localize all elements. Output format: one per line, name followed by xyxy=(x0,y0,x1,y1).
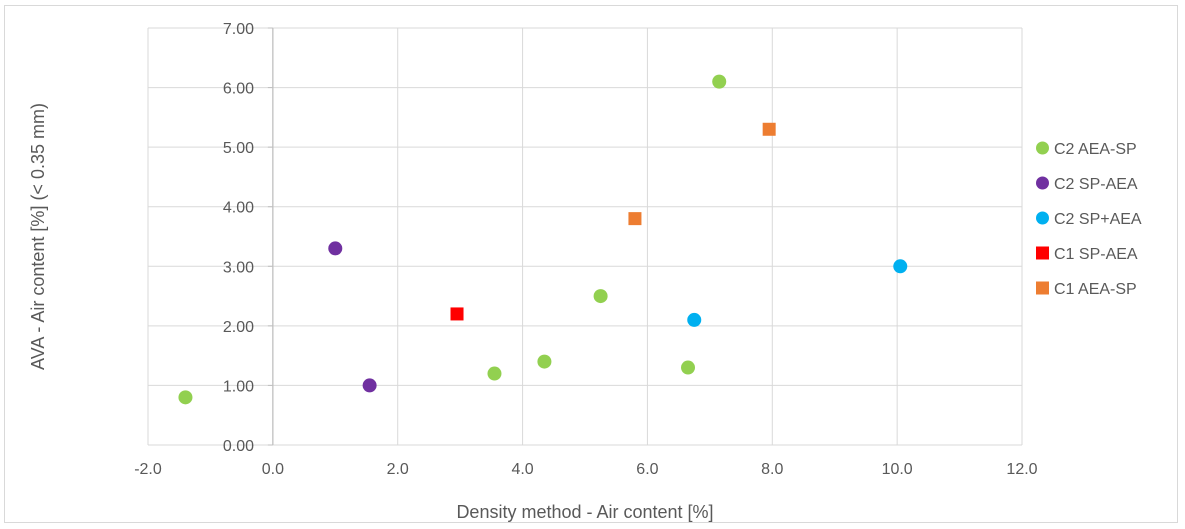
legend-label: C2 SP-AEA xyxy=(1054,176,1138,193)
data-point-square xyxy=(628,212,642,226)
data-point-circle xyxy=(328,241,343,256)
x-tick-label: 8.0 xyxy=(761,461,783,478)
data-point-circle xyxy=(487,366,502,381)
x-tick-label: 2.0 xyxy=(387,461,409,478)
x-tick-label: 6.0 xyxy=(636,461,658,478)
legend-label: C2 SP+AEA xyxy=(1054,211,1142,228)
legend: C2 AEA-SP C2 SP-AEA C2 SP+AEA C1 SP-AEA C1 A… xyxy=(1036,141,1142,298)
y-tick-label: 0.00 xyxy=(223,438,254,455)
data-point-circle xyxy=(537,354,552,369)
data-point-square xyxy=(450,307,464,321)
x-tick-label: 0.0 xyxy=(262,461,284,478)
y-tick-label: 3.00 xyxy=(223,259,254,276)
data-point-circle xyxy=(362,378,377,393)
legend-marker xyxy=(1036,176,1049,190)
data-point-circle xyxy=(893,259,908,274)
y-tick-label: 5.00 xyxy=(223,140,254,157)
y-axis-title: AVA - Air content [%] (< 0.35 mm) xyxy=(28,103,48,370)
data-point-circle xyxy=(687,312,702,327)
data-point-circle xyxy=(681,360,696,375)
x-tick-label: 10.0 xyxy=(882,461,913,478)
legend-marker xyxy=(1036,281,1049,295)
data-point-square xyxy=(762,122,776,136)
data-point-circle xyxy=(593,289,608,304)
y-tick-label: 1.00 xyxy=(223,378,254,395)
legend-marker xyxy=(1036,246,1049,260)
x-tick-label: 4.0 xyxy=(511,461,533,478)
y-tick-label: 6.00 xyxy=(223,81,254,98)
legend-label: C1 AEA-SP xyxy=(1054,281,1137,298)
legend-label: C1 SP-AEA xyxy=(1054,246,1138,263)
axes: 0.00 1.00 2.00 3.00 4.00 5.00 6.00 7.00 -2.0 0.0 2… xyxy=(134,21,1037,478)
y-tick-label: 7.00 xyxy=(223,21,254,38)
legend-label: C2 AEA-SP xyxy=(1054,141,1137,158)
y-tick-label: 4.00 xyxy=(223,200,254,217)
data-points xyxy=(178,74,908,405)
legend-marker xyxy=(1036,141,1049,155)
data-point-circle xyxy=(712,74,727,89)
legend-marker xyxy=(1036,211,1049,225)
gridlines xyxy=(147,27,1023,446)
x-tick-label: 12.0 xyxy=(1006,461,1037,478)
x-axis-title: Density method - Air content [%] xyxy=(456,502,713,522)
data-point-circle xyxy=(178,390,193,405)
chart-frame xyxy=(4,5,1178,523)
x-tick-label: -2.0 xyxy=(134,461,162,478)
y-tick-label: 2.00 xyxy=(223,319,254,336)
